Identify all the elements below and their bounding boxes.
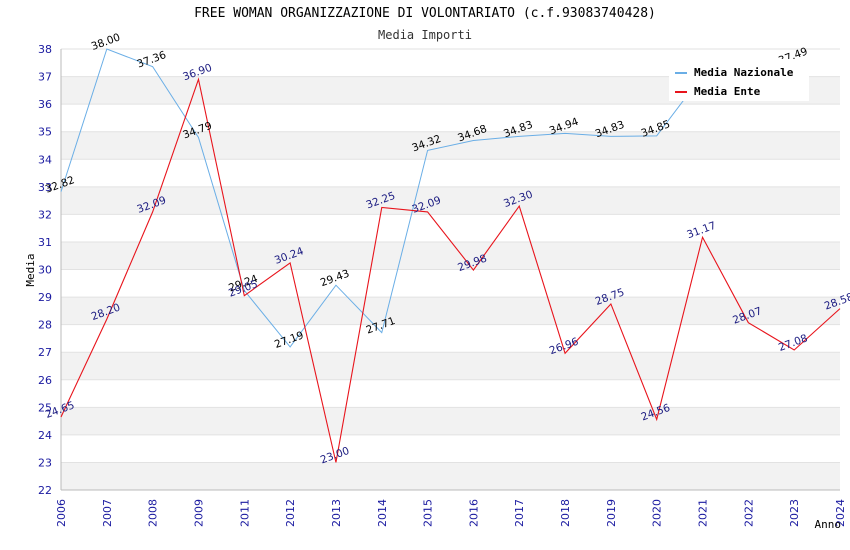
x-tick-label: 2011 (238, 499, 251, 527)
x-tick-label: 2019 (605, 499, 618, 527)
band (61, 241, 840, 270)
y-tick-label: 34 (38, 153, 52, 166)
x-tick-label: 2017 (513, 499, 526, 527)
legend-box (669, 59, 809, 101)
x-tick-labels: 2006 2007 2008 2009 2011 2012 2013 2014 2015 2016… (55, 499, 847, 527)
x-tick-label: 2022 (742, 499, 755, 527)
y-tick-label: 27 (38, 346, 52, 359)
y-tick-label: 35 (38, 126, 52, 139)
y-tick-label: 25 (38, 401, 52, 414)
y-tick-label: 38 (38, 43, 52, 56)
y-tick-label: 23 (38, 456, 52, 469)
x-tick-label: 2007 (101, 499, 114, 527)
data-label: 37.36 (135, 49, 168, 71)
y-tick-label: 37 (38, 71, 52, 84)
legend-label: Media Nazionale (694, 66, 794, 79)
series-lines (60, 48, 841, 463)
y-tick-labels: 22 23 24 25 26 27 28 29 30 31 32 33 34 35 36 37 38 (38, 43, 52, 497)
series-line-ente (60, 77, 841, 463)
y-tick-label: 33 (38, 181, 52, 194)
y-tick-label: 30 (38, 264, 52, 277)
x-tick-label: 2013 (330, 499, 343, 527)
data-label: 31.17 (685, 220, 717, 242)
x-tick-label: 2009 (192, 499, 205, 527)
x-tick-label: 2016 (467, 499, 480, 527)
y-tick-label: 22 (38, 484, 52, 497)
y-tick-label: 32 (38, 208, 52, 221)
x-tick-label: 2024 (834, 499, 847, 527)
legend: Media Nazionale Media Ente (669, 59, 809, 101)
legend-label: Media Ente (694, 85, 761, 98)
band (61, 297, 840, 325)
chart-title: FREE WOMAN ORGANIZZAZIONE DI VOLONTARIAT… (194, 6, 656, 21)
y-tick-label: 24 (38, 429, 52, 442)
data-label: 27.08 (777, 332, 809, 354)
x-tick-label: 2008 (147, 499, 160, 527)
x-axis-label: Anno (815, 518, 842, 531)
y-tick-label: 31 (38, 236, 52, 249)
gridlines (61, 48, 840, 491)
y-tick-label: 36 (38, 98, 52, 111)
y-axis-label: Media (24, 253, 37, 286)
x-tick-label: 2015 (422, 499, 435, 527)
x-tick-label: 2014 (376, 499, 389, 527)
x-tick-label: 2018 (559, 499, 572, 527)
series-line-nazionale (60, 48, 795, 348)
x-tick-label: 2023 (788, 499, 801, 527)
y-tick-label: 29 (38, 291, 52, 304)
x-tick-label: 2021 (697, 499, 710, 527)
x-tick-label: 2020 (651, 499, 664, 527)
band (61, 462, 840, 490)
y-tick-label: 28 (38, 319, 52, 332)
data-label: 38.00 (90, 31, 122, 53)
y-tick-label: 26 (38, 374, 52, 387)
data-label: 27.19 (273, 329, 305, 351)
x-tick-label: 2012 (284, 499, 297, 527)
band (61, 186, 840, 215)
x-tick-label: 2006 (55, 499, 68, 527)
chart-subtitle: Media Importi (378, 28, 472, 42)
band (61, 352, 840, 380)
band (61, 407, 840, 435)
